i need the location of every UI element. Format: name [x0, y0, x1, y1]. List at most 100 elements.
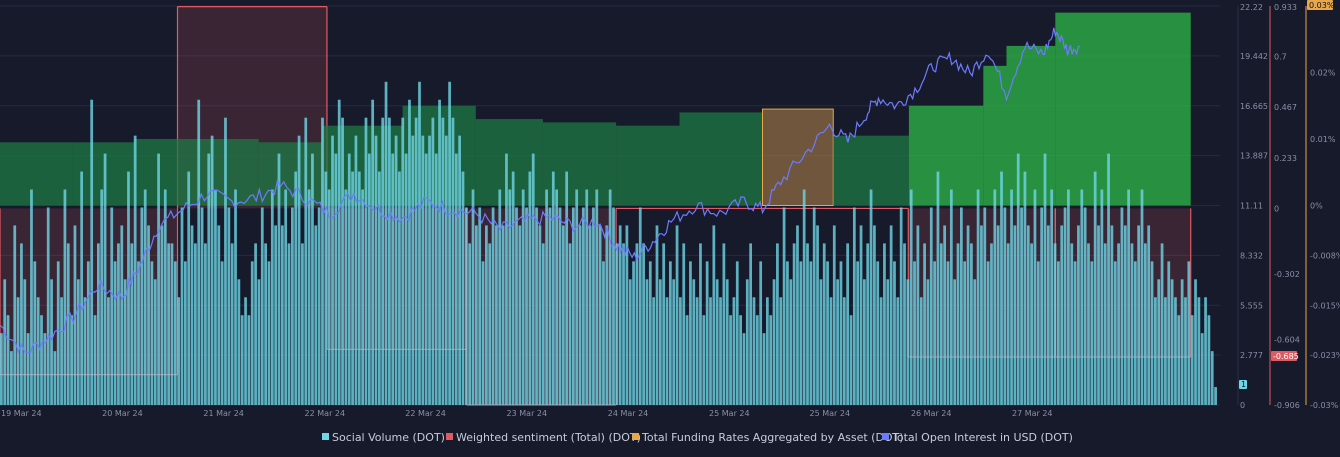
social-volume-bar	[555, 189, 559, 405]
social-volume-bar	[1117, 243, 1120, 405]
social-volume-bar	[70, 315, 73, 405]
social-volume-bar	[1150, 261, 1154, 405]
social-volume-bar	[421, 135, 425, 405]
social-volume-bar	[648, 261, 652, 405]
social-volume-bar	[478, 207, 482, 405]
social-volume-bar	[167, 243, 170, 405]
legend-item[interactable]: Total Open Interest in USD (DOT)	[882, 431, 1073, 444]
social-volume-bar	[575, 189, 579, 405]
social-volume-bar	[929, 207, 933, 405]
funding-rate-bar	[1055, 12, 1191, 206]
social-volume-bar	[923, 243, 926, 405]
social-volume-bar	[204, 243, 207, 405]
legend-swatch	[882, 433, 889, 440]
social-volume-bar	[314, 225, 318, 405]
social-volume-bar	[749, 243, 753, 405]
social-volume-bar	[1033, 189, 1037, 405]
social-volume-bar	[304, 117, 308, 405]
social-volume-bar	[786, 261, 789, 405]
social-volume-bar	[1013, 225, 1017, 405]
legend[interactable]: Social Volume (DOT) Weighted sentiment (T…	[322, 431, 1073, 444]
social-volume-bar	[856, 261, 860, 405]
x-axis-tick: 20 Mar 24	[102, 409, 143, 418]
social-volume-bar	[495, 225, 498, 405]
social-volume-bar	[1043, 153, 1047, 405]
social-volume-bar	[1164, 297, 1167, 405]
social-volume-bar	[983, 207, 987, 405]
social-volume-bar	[307, 189, 311, 405]
social-volume-bar	[90, 99, 94, 406]
sentiment-axis-tick: -0.604	[1274, 335, 1300, 344]
sentiment-axis-tick: 0	[1274, 204, 1279, 213]
social-volume-bar	[0, 333, 3, 405]
social-volume-bar	[776, 243, 779, 405]
social-volume-bar	[535, 207, 538, 405]
social-volume-bar	[1080, 189, 1084, 405]
social-volume-bar	[381, 117, 385, 405]
social-volume-bar	[30, 189, 33, 405]
social-volume-bar	[347, 153, 351, 405]
social-volume-bar	[1177, 315, 1181, 405]
social-volume-bar	[404, 153, 408, 405]
legend-item[interactable]: Total Funding Rates Aggregated by Asset …	[632, 431, 904, 444]
social-volume-bar	[612, 207, 615, 405]
social-volume-bar	[1204, 297, 1207, 405]
social-volume-bar	[652, 297, 656, 405]
social-volume-bar	[1050, 189, 1054, 405]
social-volume-bar	[919, 297, 923, 405]
social-volume-bar	[247, 315, 251, 405]
legend-item[interactable]: Weighted sentiment (Total) (DOT)	[446, 431, 641, 444]
social-volume-bar	[297, 135, 301, 405]
social-volume-bar	[334, 153, 338, 405]
social-volume-bar	[618, 225, 622, 405]
social-volume-bar	[434, 153, 438, 405]
volume-axis-tick: 22.22	[1240, 3, 1263, 12]
social-volume-bar	[735, 261, 739, 405]
social-volume-bar	[755, 315, 759, 405]
social-volume-bar	[240, 315, 244, 405]
social-volume-bar	[367, 153, 371, 405]
social-volume-bar	[1210, 351, 1214, 405]
social-volume-bar	[227, 207, 231, 405]
social-volume-bar	[344, 189, 348, 405]
social-volume-bar	[73, 225, 77, 405]
social-volume-bar	[802, 189, 806, 405]
social-volume-bar	[852, 207, 856, 405]
legend-item[interactable]: Social Volume (DOT)	[322, 431, 445, 444]
funding-rate-bar	[762, 109, 834, 206]
social-volume-bar	[729, 315, 732, 405]
social-volume-bar	[642, 243, 645, 405]
axes: 22.22 19.442 16.665 13.887 11.11 8.332 5.555 2.…	[1237, 0, 1340, 410]
social-volume-bar	[324, 171, 328, 405]
social-volume-bar	[839, 261, 843, 405]
social-volume-bar	[675, 225, 679, 405]
social-volume-bar	[879, 297, 883, 405]
social-volume-bar	[97, 243, 100, 405]
social-volume-bar	[1100, 189, 1104, 405]
social-volume-bar	[461, 171, 465, 405]
social-volume-bar	[926, 279, 930, 405]
social-volume-bar	[384, 81, 388, 405]
social-volume-bar	[598, 225, 602, 405]
social-volume-bar	[939, 243, 943, 405]
social-volume-bar	[140, 207, 144, 405]
volume-current-badge	[1239, 380, 1247, 390]
volume-axis-tick: 5.555	[1240, 301, 1263, 310]
social-volume-bar	[608, 189, 612, 405]
social-volume-bar	[592, 207, 595, 405]
social-volume-bar	[388, 117, 391, 405]
social-volume-bar	[458, 135, 462, 405]
funding-axis-tick: -0.023%	[1310, 351, 1340, 360]
social-volume-bar	[655, 225, 659, 405]
social-volume-bar	[873, 225, 876, 405]
social-volume-bar	[732, 297, 736, 405]
legend-swatch	[446, 433, 453, 440]
social-volume-bar	[210, 135, 214, 405]
social-volume-bar	[886, 279, 890, 405]
social-volume-bar	[545, 189, 548, 405]
social-volume-bar	[1170, 279, 1174, 405]
social-volume-bar	[1187, 261, 1191, 405]
x-axis-tick: 26 Mar 24	[911, 409, 952, 418]
funding-rate-bar	[542, 122, 617, 206]
social-volume-bar	[197, 99, 201, 406]
